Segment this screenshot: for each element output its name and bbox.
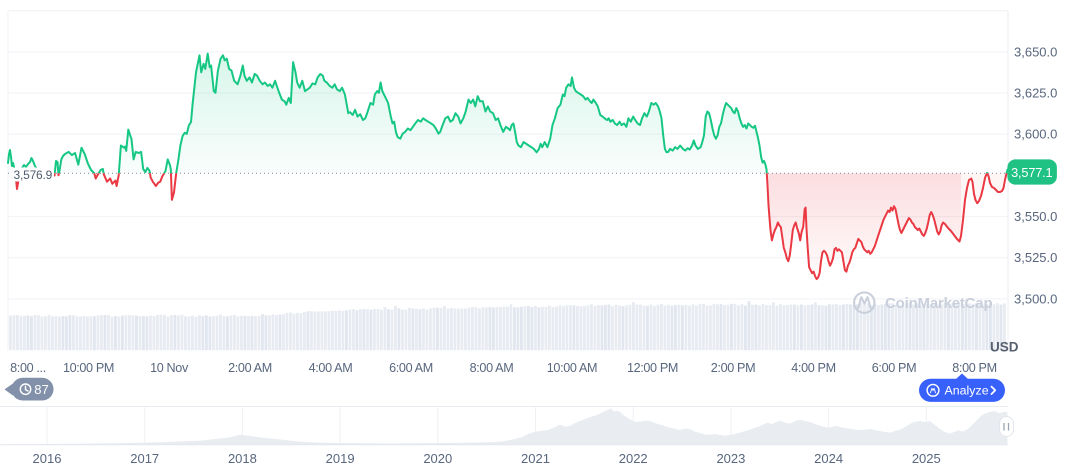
svg-text:2021: 2021 [521, 451, 550, 466]
svg-text:4:00 AM: 4:00 AM [309, 361, 353, 375]
svg-text:3,577.1: 3,577.1 [1011, 165, 1052, 180]
svg-text:2017: 2017 [130, 451, 159, 466]
svg-text:3,650.0: 3,650.0 [1014, 44, 1057, 59]
svg-text:CoinMarketCap: CoinMarketCap [885, 295, 992, 312]
svg-text:2024: 2024 [814, 451, 843, 466]
svg-text:3,500.0: 3,500.0 [1014, 291, 1057, 306]
svg-text:10:00 AM: 10:00 AM [547, 361, 597, 375]
svg-text:2019: 2019 [326, 451, 355, 466]
svg-text:3,576.9: 3,576.9 [14, 168, 53, 182]
svg-text:2018: 2018 [228, 451, 257, 466]
svg-text:2:00 AM: 2:00 AM [228, 361, 272, 375]
svg-text:10 Nov: 10 Nov [150, 361, 189, 375]
svg-text:2:00 PM: 2:00 PM [711, 361, 755, 375]
svg-text:USD: USD [990, 340, 1019, 355]
svg-text:8:00 AM: 8:00 AM [470, 361, 514, 375]
svg-text:4:00 PM: 4:00 PM [791, 361, 835, 375]
svg-text:2022: 2022 [619, 451, 648, 466]
svg-text:6:00 PM: 6:00 PM [872, 361, 916, 375]
svg-text:2016: 2016 [33, 451, 62, 466]
svg-text:12:00 PM: 12:00 PM [627, 361, 678, 375]
svg-text:Analyze: Analyze [945, 384, 989, 398]
svg-text:8:00 PM: 8:00 PM [952, 361, 996, 375]
svg-text:3,600.0: 3,600.0 [1014, 127, 1057, 142]
svg-text:3,625.0: 3,625.0 [1014, 86, 1057, 101]
svg-text:2020: 2020 [423, 451, 452, 466]
svg-text:10:00 PM: 10:00 PM [63, 361, 114, 375]
svg-text:2025: 2025 [912, 451, 941, 466]
svg-text:87: 87 [34, 382, 48, 397]
svg-text:2023: 2023 [716, 451, 745, 466]
svg-text:8:00 ...: 8:00 ... [10, 361, 46, 375]
svg-text:6:00 AM: 6:00 AM [389, 361, 433, 375]
svg-text:3,525.0: 3,525.0 [1014, 250, 1057, 265]
svg-text:3,550.0: 3,550.0 [1014, 209, 1057, 224]
